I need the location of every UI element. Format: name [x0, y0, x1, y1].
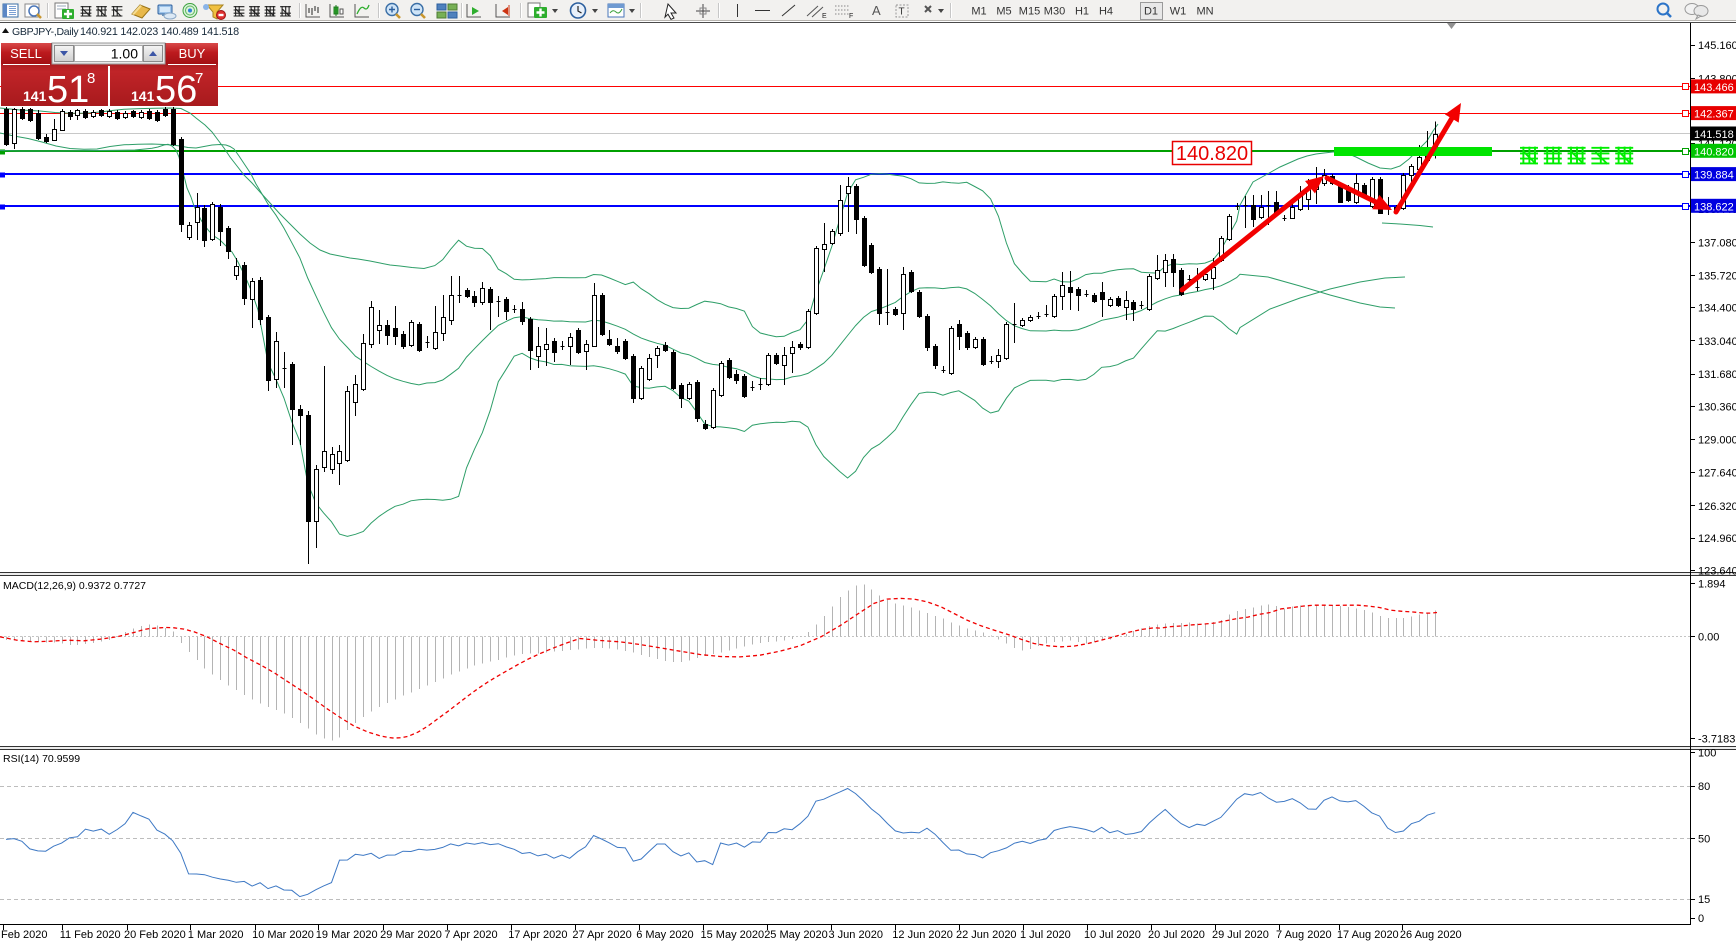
svg-text:51: 51: [47, 69, 89, 111]
svg-text:1.00: 1.00: [111, 46, 138, 62]
svg-text:15: 15: [1698, 894, 1710, 906]
svg-text:29 Jul 2020: 29 Jul 2020: [1212, 929, 1269, 941]
svg-text:T: T: [899, 7, 905, 18]
svg-text:E: E: [822, 13, 827, 20]
svg-text:141.518: 141.518: [1694, 129, 1734, 141]
svg-text:6 May 2020: 6 May 2020: [636, 929, 693, 941]
svg-text:A: A: [872, 3, 881, 18]
svg-text:1 Jul 2020: 1 Jul 2020: [1020, 929, 1071, 941]
svg-text:H4: H4: [1099, 6, 1113, 18]
svg-text:W1: W1: [1170, 6, 1187, 18]
svg-text:123.640: 123.640: [1698, 565, 1736, 577]
svg-text:3 Jun 2020: 3 Jun 2020: [829, 929, 883, 941]
svg-text:124.960: 124.960: [1698, 533, 1736, 545]
svg-text:26 Aug 2020: 26 Aug 2020: [1400, 929, 1462, 941]
svg-text:143.466: 143.466: [1694, 82, 1734, 94]
svg-text:11 Feb 2020: 11 Feb 2020: [60, 929, 121, 941]
svg-text:100: 100: [1698, 747, 1716, 759]
svg-text:H1: H1: [1075, 6, 1089, 18]
svg-text:27 Apr 2020: 27 Apr 2020: [572, 929, 631, 941]
svg-text:131.680: 131.680: [1698, 369, 1736, 381]
svg-text:140.921 142.023 140.489 141.51: 140.921 142.023 140.489 141.518: [80, 26, 239, 38]
svg-text:D1: D1: [1144, 6, 1158, 18]
svg-text:7 Apr 2020: 7 Apr 2020: [444, 929, 497, 941]
svg-text:22 Jun 2020: 22 Jun 2020: [956, 929, 1017, 941]
svg-text:127.640: 127.640: [1698, 468, 1736, 480]
svg-text:130.360: 130.360: [1698, 401, 1736, 413]
svg-text:134.400: 134.400: [1698, 303, 1736, 315]
svg-text:15 May 2020: 15 May 2020: [701, 929, 765, 941]
svg-text:142.367: 142.367: [1694, 109, 1734, 121]
svg-text:141: 141: [23, 88, 47, 104]
svg-text:50: 50: [1698, 833, 1710, 845]
svg-text:139.884: 139.884: [1694, 170, 1734, 182]
svg-text:17 Aug 2020: 17 Aug 2020: [1337, 929, 1399, 941]
svg-text:145.160: 145.160: [1698, 40, 1736, 52]
svg-text:140.820: 140.820: [1176, 143, 1248, 165]
svg-text:19 Mar 2020: 19 Mar 2020: [316, 929, 378, 941]
svg-text:RSI(14) 70.9599: RSI(14) 70.9599: [3, 753, 80, 765]
svg-text:129.000: 129.000: [1698, 435, 1736, 447]
svg-text:0.00: 0.00: [1698, 632, 1719, 644]
svg-text:17 Apr 2020: 17 Apr 2020: [508, 929, 567, 941]
svg-text:BUY: BUY: [179, 46, 206, 61]
svg-text:Feb 2020: Feb 2020: [1, 929, 47, 941]
svg-text:12 Jun 2020: 12 Jun 2020: [892, 929, 953, 941]
svg-text:137.080: 137.080: [1698, 237, 1736, 249]
svg-text:80: 80: [1698, 781, 1710, 793]
svg-text:138.622: 138.622: [1694, 201, 1734, 213]
svg-text:56: 56: [155, 69, 197, 111]
svg-text:7 Aug 2020: 7 Aug 2020: [1276, 929, 1332, 941]
svg-text:1 Mar 2020: 1 Mar 2020: [188, 929, 244, 941]
svg-text:1.894: 1.894: [1698, 579, 1726, 591]
svg-text:126.320: 126.320: [1698, 501, 1736, 513]
svg-text:M1: M1: [971, 6, 986, 18]
svg-text:MACD(12,26,9) 0.9372 0.7727: MACD(12,26,9) 0.9372 0.7727: [3, 580, 146, 592]
svg-text:M5: M5: [996, 6, 1011, 18]
svg-text:F: F: [849, 13, 853, 20]
svg-text:8: 8: [87, 70, 95, 87]
svg-text:10 Mar 2020: 10 Mar 2020: [252, 929, 314, 941]
svg-text:140.820: 140.820: [1694, 146, 1734, 158]
svg-text:10 Jul 2020: 10 Jul 2020: [1084, 929, 1141, 941]
svg-text:29 Mar 2020: 29 Mar 2020: [380, 929, 442, 941]
svg-text:GBPJPY-,Daily: GBPJPY-,Daily: [12, 26, 79, 38]
svg-text:-3.7183: -3.7183: [1698, 734, 1735, 746]
svg-text:MN: MN: [1196, 6, 1213, 18]
svg-text:20 Jul 2020: 20 Jul 2020: [1148, 929, 1205, 941]
svg-text:135.720: 135.720: [1698, 271, 1736, 283]
svg-text:25 May 2020: 25 May 2020: [764, 929, 828, 941]
svg-text:133.040: 133.040: [1698, 336, 1736, 348]
svg-text:SELL: SELL: [10, 46, 42, 61]
svg-text:20 Feb 2020: 20 Feb 2020: [124, 929, 186, 941]
svg-text:141: 141: [131, 88, 155, 104]
svg-text:0: 0: [1698, 913, 1704, 925]
svg-text:M30: M30: [1044, 6, 1065, 18]
svg-text:M15: M15: [1019, 6, 1040, 18]
svg-text:7: 7: [195, 70, 203, 87]
